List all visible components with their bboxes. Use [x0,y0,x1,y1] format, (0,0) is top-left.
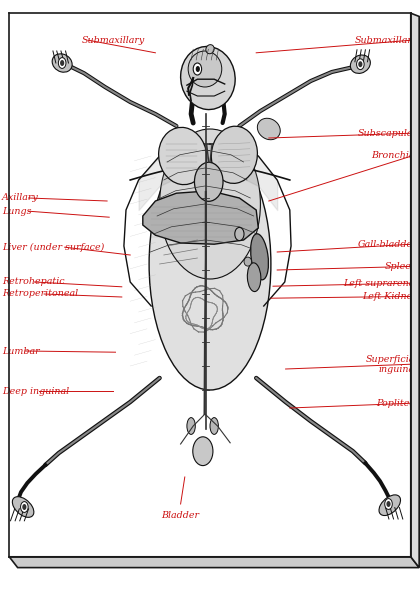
Circle shape [58,58,66,68]
Text: Superficial
inguinal: Superficial inguinal [365,355,418,374]
Ellipse shape [350,55,370,73]
Ellipse shape [193,437,213,466]
Text: Lumbar: Lumbar [2,346,40,355]
Text: Bladder: Bladder [162,511,200,520]
Text: Retroperitoneal: Retroperitoneal [2,289,78,298]
Polygon shape [9,557,419,568]
Circle shape [357,59,364,70]
Ellipse shape [244,257,252,266]
Text: Popliteal: Popliteal [376,398,418,408]
Ellipse shape [206,44,214,54]
Text: Liver (under surface): Liver (under surface) [2,242,105,252]
Circle shape [193,63,202,75]
FancyBboxPatch shape [9,13,411,557]
Ellipse shape [210,418,218,434]
Ellipse shape [257,118,280,140]
Ellipse shape [149,138,271,390]
Circle shape [385,499,392,509]
Circle shape [22,504,26,510]
Text: Subscapular: Subscapular [358,128,418,137]
Ellipse shape [194,162,223,202]
Ellipse shape [159,127,207,185]
Ellipse shape [52,54,72,72]
Text: Submaxillary: Submaxillary [354,35,418,44]
Text: Gall-bladder: Gall-bladder [358,240,418,249]
Text: Spleen: Spleen [385,262,418,271]
Text: Left suprarenal: Left suprarenal [344,278,418,287]
Polygon shape [411,13,419,568]
Ellipse shape [188,51,222,87]
Text: Submaxillary: Submaxillary [82,35,145,44]
Circle shape [60,60,64,66]
Ellipse shape [235,227,244,241]
Text: Retrohepatic: Retrohepatic [2,277,65,286]
Text: Bronchial: Bronchial [371,151,418,160]
Ellipse shape [187,418,195,434]
Circle shape [386,501,391,507]
Circle shape [21,502,28,512]
Polygon shape [143,191,258,244]
Ellipse shape [181,46,235,110]
Circle shape [358,61,362,67]
Text: Deep inguinal: Deep inguinal [2,387,69,396]
Text: Axillary: Axillary [2,193,39,202]
Text: Left Kidney: Left Kidney [362,292,418,301]
Circle shape [196,66,200,72]
Ellipse shape [12,497,34,517]
Ellipse shape [379,495,401,515]
Ellipse shape [160,129,260,279]
Text: Lungs: Lungs [2,206,32,215]
Ellipse shape [251,234,268,280]
Ellipse shape [211,126,257,184]
Ellipse shape [247,263,261,292]
